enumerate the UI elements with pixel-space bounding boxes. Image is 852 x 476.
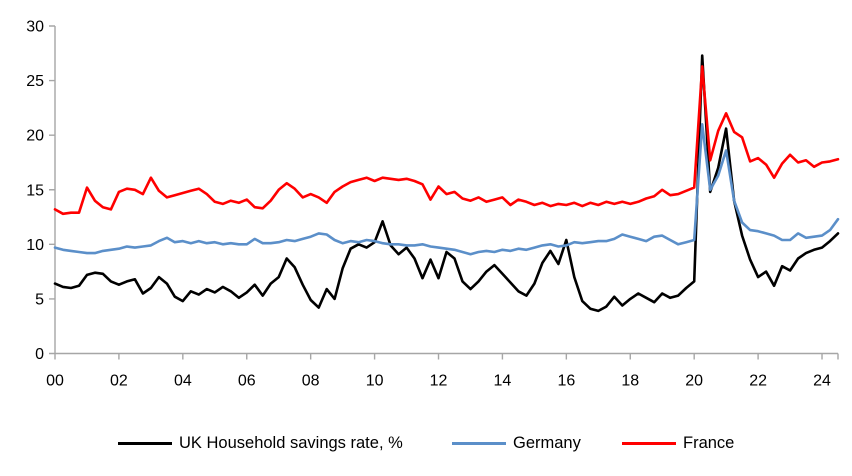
legend-label-france: France [683, 433, 735, 452]
svg-text:00: 00 [46, 373, 64, 390]
svg-text:24: 24 [813, 373, 831, 390]
svg-text:02: 02 [110, 373, 128, 390]
legend-line-sample-france [622, 441, 676, 445]
legend-item-uk: UK Household savings rate, % [118, 429, 403, 457]
svg-text:15: 15 [26, 182, 44, 199]
svg-text:04: 04 [174, 373, 192, 390]
svg-text:16: 16 [557, 373, 575, 390]
chart-legend: UK Household savings rate, % Germany Fra… [0, 429, 852, 457]
svg-text:5: 5 [35, 291, 44, 308]
svg-text:25: 25 [26, 73, 44, 90]
svg-text:06: 06 [238, 373, 256, 390]
svg-text:14: 14 [494, 373, 512, 390]
legend-line-sample-uk [118, 441, 172, 445]
svg-text:12: 12 [430, 373, 448, 390]
svg-text:20: 20 [26, 128, 44, 145]
legend-item-france: France [622, 429, 734, 457]
legend-line-sample-germany [452, 441, 506, 445]
legend-label-germany: Germany [513, 433, 581, 452]
svg-text:18: 18 [621, 373, 639, 390]
chart-plot-area: 0 5 10 15 20 25 30 00 02 04 06 08 10 12 14 16 18 20 22 24 [26, 19, 840, 390]
legend-item-germany: Germany [452, 429, 581, 457]
svg-text:22: 22 [749, 373, 767, 390]
svg-text:30: 30 [26, 19, 44, 36]
svg-text:10: 10 [26, 237, 44, 254]
legend-label-uk: UK Household savings rate, % [179, 433, 403, 452]
svg-text:0: 0 [35, 346, 44, 363]
svg-text:10: 10 [366, 373, 384, 390]
svg-text:08: 08 [302, 373, 320, 390]
svg-text:20: 20 [685, 373, 703, 390]
